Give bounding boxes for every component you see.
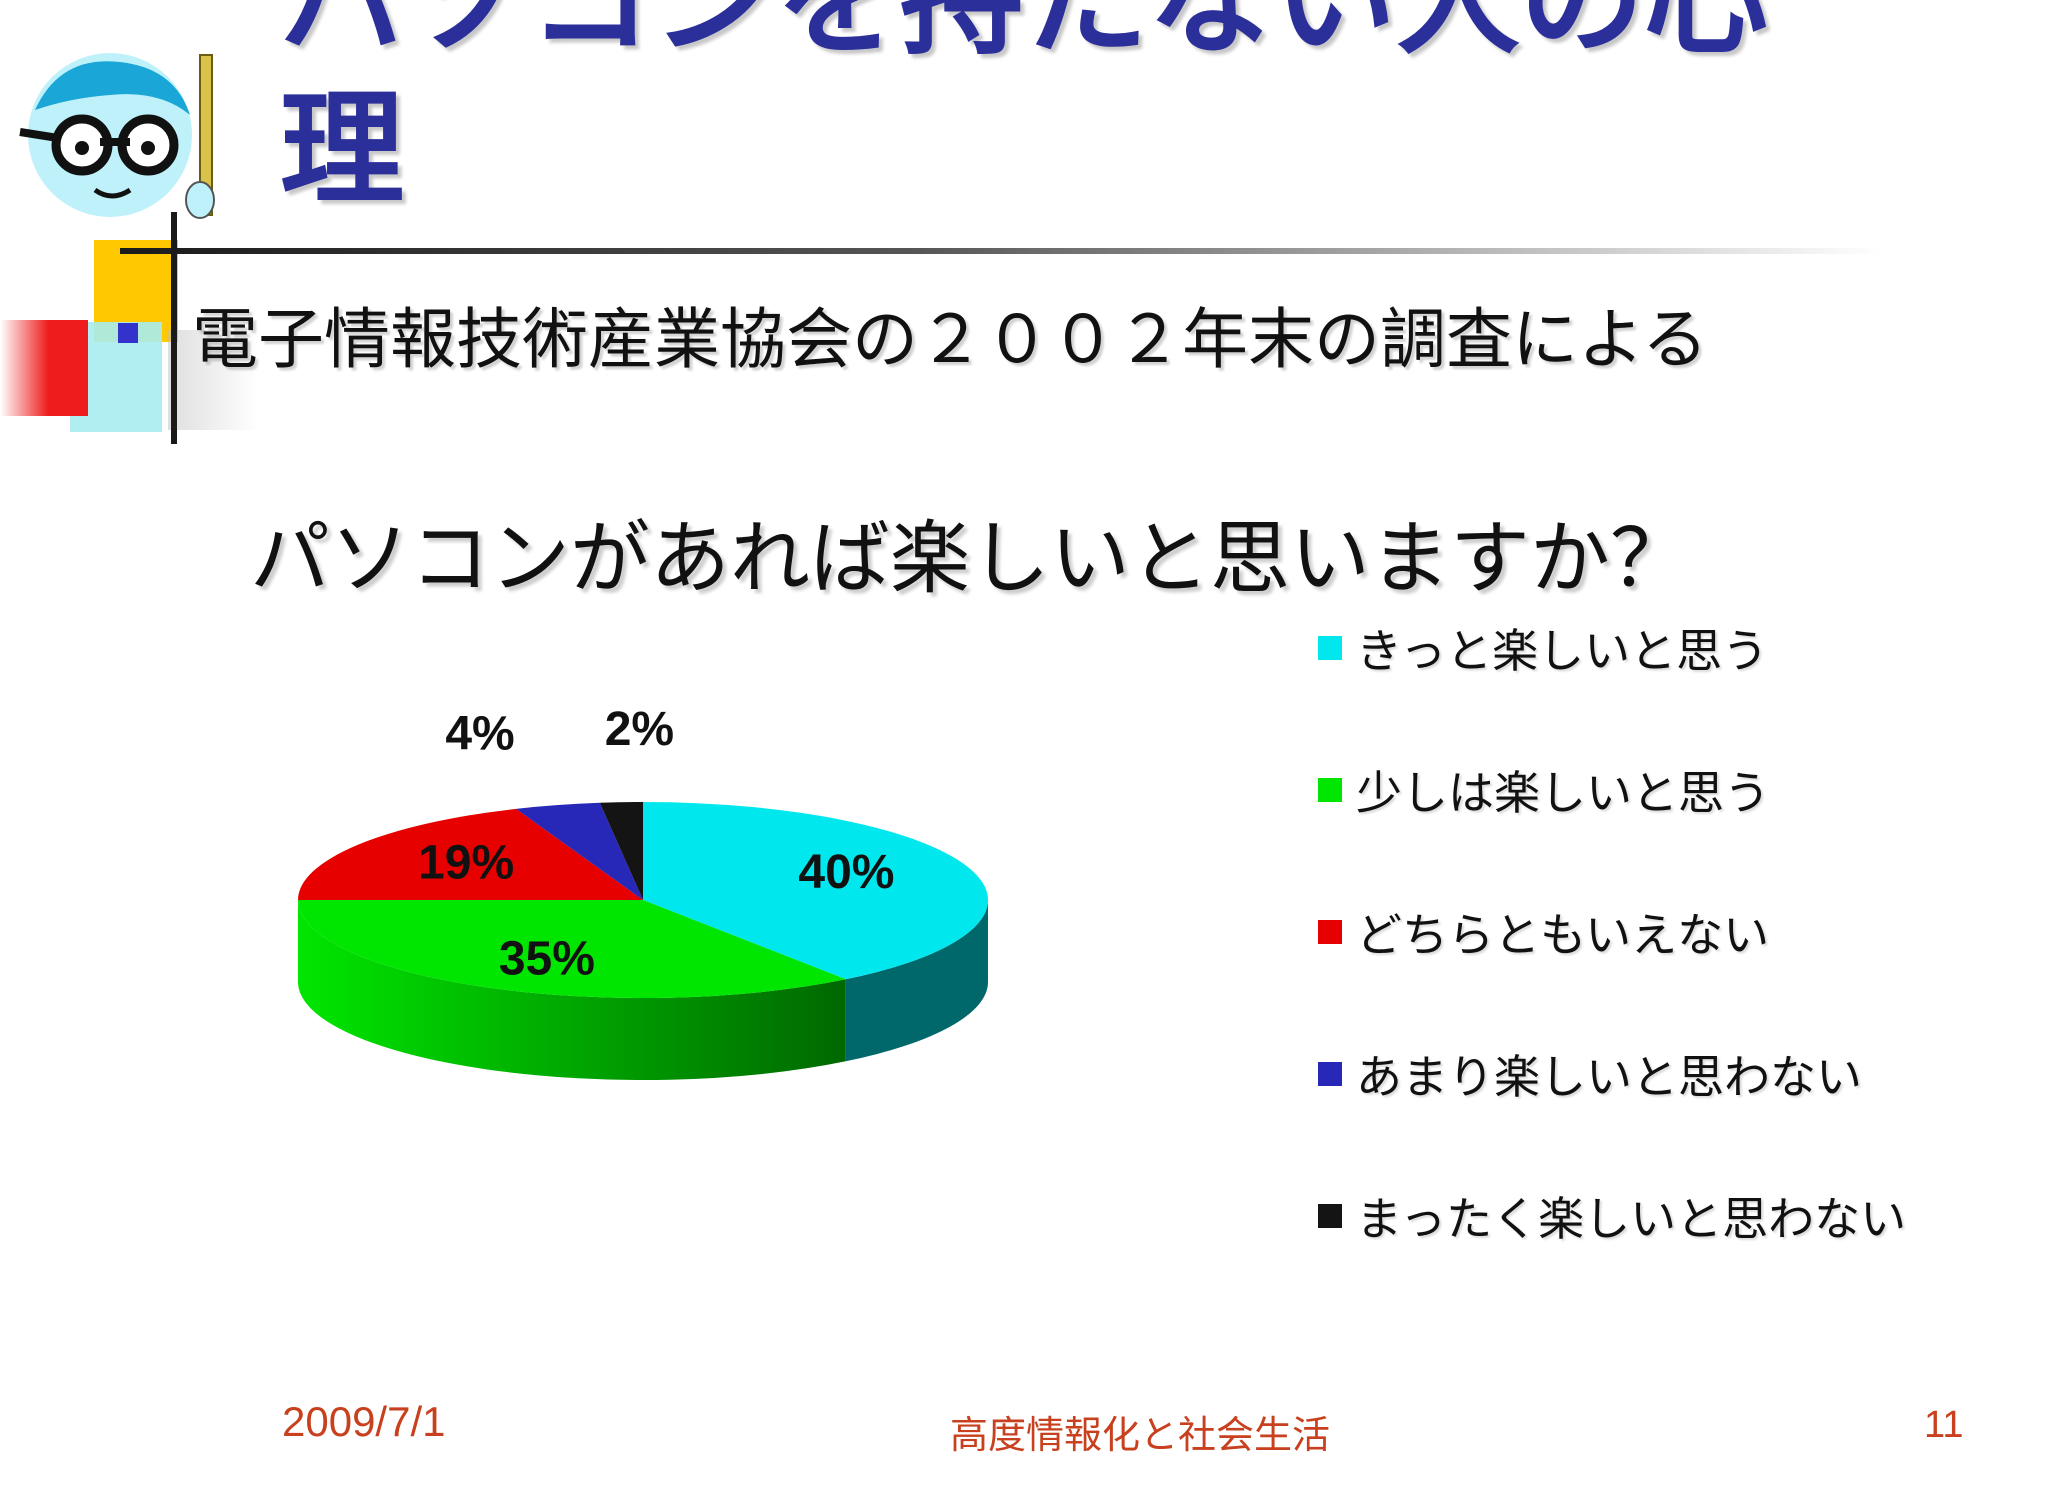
legend-label-dochira: どちらともいえない bbox=[1356, 908, 1770, 962]
data-label-dochira: 19% bbox=[418, 837, 514, 890]
teacher-mascot-icon bbox=[19, 53, 215, 219]
legend-item-amari: あまり楽しいと思わない bbox=[1318, 1044, 1862, 1104]
data-label-mattaku: 2% bbox=[605, 703, 674, 756]
slide-title-line1: パソコンを持たない人の心 bbox=[280, 0, 1768, 62]
data-label-kitto: 40% bbox=[798, 846, 894, 899]
bullet-text: 電子情報技術産業協会の２００２年末の調査による bbox=[192, 301, 1709, 378]
legend-item-sukoshi: 少しは楽しいと思う bbox=[1318, 760, 1770, 820]
page-number: 11 bbox=[1924, 1404, 1964, 1446]
pie-side-kitto bbox=[845, 900, 988, 1062]
data-label-sukoshi: 35% bbox=[499, 933, 595, 986]
legend-swatch-kitto bbox=[1318, 636, 1342, 660]
legend-label-amari: あまり楽しいと思わない bbox=[1356, 1050, 1862, 1104]
legend-item-kitto: きっと楽しいと思う bbox=[1318, 618, 1768, 678]
legend-label-kitto: きっと楽しいと思う bbox=[1356, 624, 1769, 678]
vertical-divider bbox=[171, 212, 177, 444]
legend-item-dochira: どちらともいえない bbox=[1318, 902, 1769, 962]
bullet-marker bbox=[118, 323, 138, 343]
legend-label-sukoshi: 少しは楽しいと思う bbox=[1356, 766, 1770, 820]
legend-swatch-mattaku bbox=[1318, 1204, 1342, 1228]
legend-swatch-sukoshi bbox=[1318, 778, 1342, 802]
chart-question: パソコンがあれば楽しいと思いますか？ bbox=[250, 512, 1690, 605]
footer-title: 高度情報化と社会生活 bbox=[950, 1413, 1331, 1457]
decor-fade-block bbox=[168, 330, 258, 430]
pie-slice-sukoshi bbox=[298, 900, 846, 998]
footer-date: 2009/7/1 bbox=[282, 1398, 446, 1445]
data-label-amari: 4% bbox=[445, 708, 514, 761]
decor-red-block bbox=[0, 320, 88, 416]
pie-slice-mattaku bbox=[599, 802, 643, 900]
pie-side-sukoshi bbox=[298, 900, 846, 1080]
legend-item-mattaku: まったく楽しいと思わない bbox=[1318, 1186, 1906, 1246]
pie-slice-amari bbox=[515, 802, 643, 900]
slide-title-line2: 理 bbox=[280, 77, 405, 222]
pie-slice-dochira bbox=[298, 808, 643, 900]
pie-slice-kitto bbox=[643, 802, 989, 980]
title-divider bbox=[120, 248, 1880, 254]
legend-swatch-amari bbox=[1318, 1062, 1342, 1086]
legend-swatch-dochira bbox=[1318, 920, 1342, 944]
legend-label-mattaku: まったく楽しいと思わない bbox=[1356, 1192, 1907, 1246]
